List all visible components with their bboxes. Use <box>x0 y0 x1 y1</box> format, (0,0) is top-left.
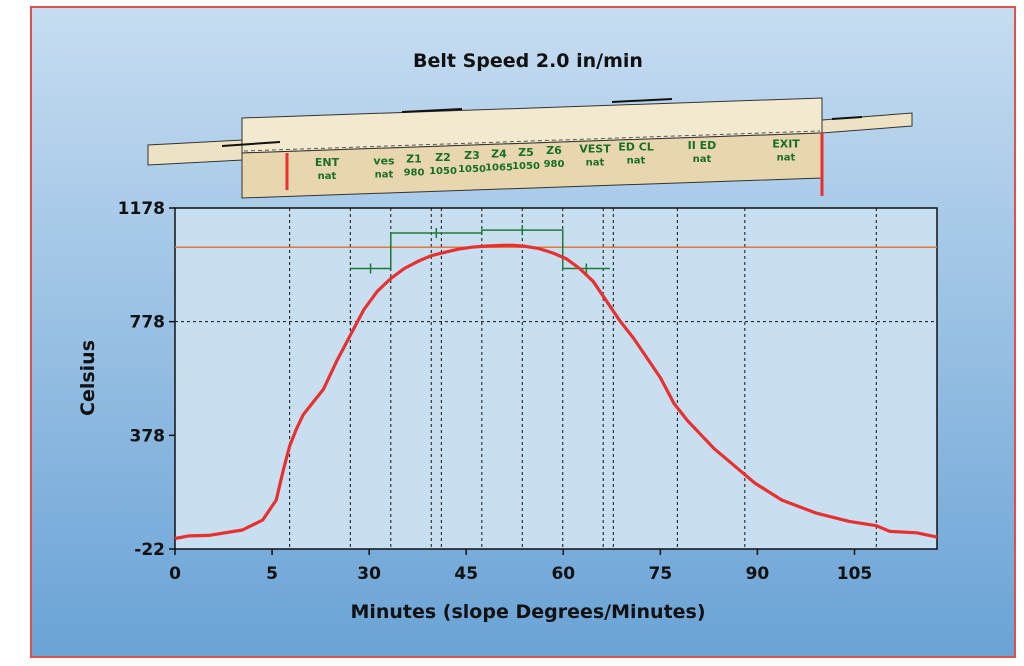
zone-setting-9: nat <box>627 156 646 167</box>
plot-area <box>174 207 938 550</box>
zone-setting-4: 1050 <box>458 164 486 175</box>
zone-label-7: Z6 <box>546 144 562 157</box>
zone-label-0: ENT <box>315 156 340 169</box>
x-tick-label-7: 105 <box>837 564 873 584</box>
zone-setting-2: 980 <box>404 168 425 179</box>
zone-label-9: ED CL <box>618 141 654 154</box>
zone-label-6: Z5 <box>518 146 534 159</box>
zone-setting-0: nat <box>318 171 337 182</box>
y-axis-label: Celsius <box>77 340 99 416</box>
zone-setting-7: 980 <box>544 159 565 170</box>
zone-setting-1: nat <box>375 169 394 180</box>
y-tick-label-3: 1178 <box>118 199 165 219</box>
axis-ticks: -22 378 778 1178 0 5 30 45 60 75 90 105 <box>118 199 873 584</box>
zone-setting-3: 1050 <box>429 166 457 177</box>
x-tick-label-5: 75 <box>649 564 673 584</box>
zone-label-10: II ED <box>688 139 717 152</box>
zone-setting-5: 1065 <box>485 163 513 174</box>
setpoint-steps <box>350 225 610 274</box>
series-layer <box>174 243 938 541</box>
zone-label-2: Z1 <box>406 153 422 166</box>
zone-label-4: Z3 <box>464 149 480 162</box>
x-axis-label: Minutes (slope Degrees/Minutes) <box>350 601 705 623</box>
zone-label-3: Z2 <box>435 151 451 164</box>
x-tick-label-1: 5 <box>266 564 278 584</box>
setpoint-step-line <box>350 229 610 270</box>
grid-lines <box>175 208 937 549</box>
chart-frame: Belt Speed 2.0 in/min ENT nat ves nat Z1 980 Z… <box>30 6 1016 658</box>
x-tick-label-0: 0 <box>169 564 181 584</box>
zone-setting-10: nat <box>693 154 712 165</box>
zone-labels: ENT nat ves nat Z1 980 Z2 1050 Z3 1050 Z4 1065 Z5 105… <box>315 137 800 182</box>
zone-label-8: VEST <box>579 142 611 155</box>
chart: Belt Speed 2.0 in/min ENT nat ves nat Z1 980 Z… <box>77 50 938 623</box>
zone-setting-8: nat <box>586 157 605 168</box>
zone-setting-11: nat <box>777 152 796 163</box>
y-tick-label-1: 378 <box>130 426 166 446</box>
x-tick-label-2: 30 <box>357 564 381 584</box>
furnace-illustration <box>147 97 913 199</box>
zone-label-1: ves <box>373 154 395 167</box>
y-tick-label-2: 778 <box>130 313 166 333</box>
chart-title: Belt Speed 2.0 in/min <box>413 50 643 72</box>
temperature-series-line-0 <box>174 243 938 541</box>
x-tick-label-3: 45 <box>454 564 478 584</box>
x-tick-label-6: 90 <box>746 564 770 584</box>
zone-label-5: Z4 <box>491 148 507 161</box>
zone-setting-6: 1050 <box>512 161 540 172</box>
zone-label-11: EXIT <box>772 137 800 150</box>
x-tick-label-4: 60 <box>551 564 575 584</box>
y-tick-label-0: -22 <box>134 540 165 560</box>
